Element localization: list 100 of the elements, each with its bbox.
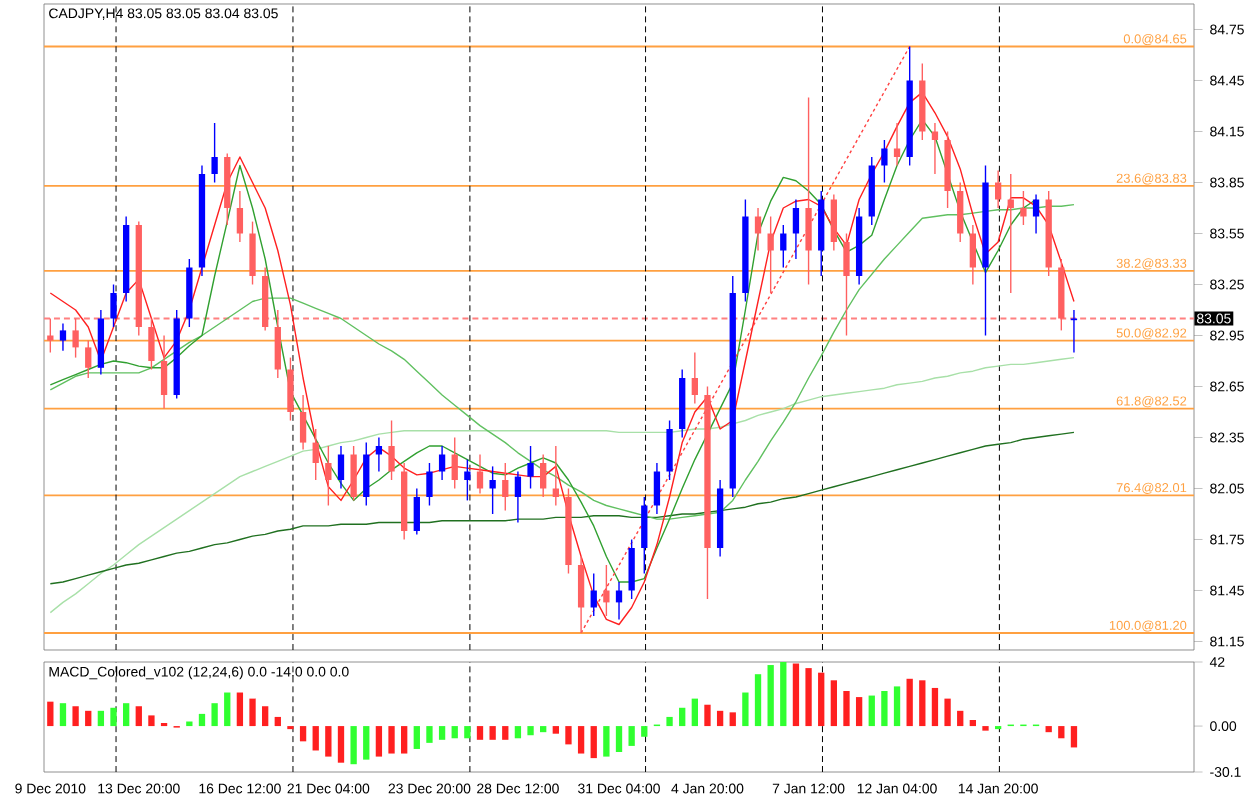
bar: [603, 726, 610, 757]
bar: [110, 707, 117, 727]
bar: [464, 726, 471, 739]
candlestick: [47, 317, 54, 354]
candlestick: [325, 445, 332, 507]
bar: [742, 692, 749, 727]
candlestick: [540, 453, 547, 498]
bar: [641, 726, 648, 737]
bar: [527, 726, 534, 736]
candlestick: [893, 122, 901, 167]
bar: [754, 674, 762, 727]
candlestick: [843, 232, 850, 337]
bar: [476, 726, 484, 740]
candlestick: [211, 122, 218, 184]
bar: [401, 726, 408, 754]
candlestick: [110, 283, 117, 328]
candlestick: [236, 190, 244, 243]
candlestick: [148, 317, 155, 371]
bar: [666, 716, 673, 727]
bar: [514, 726, 522, 739]
candlestick: [767, 215, 774, 294]
bar: [438, 726, 446, 740]
bar: [944, 698, 951, 727]
bar: [893, 686, 901, 727]
candlestick: [388, 419, 395, 481]
bar: [957, 710, 964, 727]
bar: [135, 706, 142, 727]
bar: [691, 698, 698, 727]
bar: [363, 726, 370, 760]
bar: [565, 726, 572, 745]
candlestick: [780, 224, 787, 269]
bar: [122, 703, 130, 727]
bar: [969, 719, 977, 727]
bar: [767, 665, 774, 727]
bar: [729, 712, 736, 727]
candlestick: [792, 198, 800, 260]
bar: [375, 726, 383, 757]
candlestick: [1020, 190, 1027, 226]
bar: [426, 726, 433, 743]
candlestick: [603, 564, 610, 617]
bar: [540, 726, 547, 733]
bar: [792, 663, 800, 727]
candlestick: [527, 445, 534, 490]
bar: [211, 703, 218, 727]
bar: [881, 690, 888, 727]
bar: [590, 726, 597, 759]
bar: [85, 710, 92, 727]
candlestick: [375, 436, 383, 473]
bar: [805, 668, 812, 727]
candlestick: [59, 322, 67, 352]
bar: [148, 715, 155, 727]
bar: [818, 672, 825, 727]
bar: [855, 697, 863, 727]
bar: [489, 726, 496, 740]
candlestick: [628, 538, 635, 600]
bar: [552, 726, 559, 734]
candlestick: [994, 169, 1002, 209]
bar: [577, 726, 585, 754]
bar: [679, 707, 686, 727]
candlestick: [312, 428, 319, 481]
bar: [72, 706, 79, 727]
bar: [97, 710, 105, 727]
bar: [388, 726, 395, 754]
candlestick: [85, 339, 92, 379]
bar: [413, 726, 420, 749]
bar: [236, 692, 244, 727]
candlestick: [577, 555, 585, 634]
candlestick: [287, 356, 294, 422]
bar: [312, 726, 319, 751]
bar: [628, 726, 635, 746]
bar: [615, 726, 623, 753]
candlestick: [502, 462, 509, 512]
bar: [337, 726, 345, 763]
bar: [198, 713, 206, 727]
bar: [502, 726, 509, 740]
candlestick: [969, 224, 977, 286]
bar: [59, 703, 67, 727]
candlestick: [957, 181, 964, 243]
candlestick: [274, 309, 281, 379]
candlestick: [514, 470, 522, 524]
bar: [1045, 726, 1052, 733]
candlestick: [691, 351, 698, 405]
bar: [919, 680, 926, 727]
candlestick: [641, 496, 648, 575]
bar: [931, 687, 939, 727]
candlestick: [451, 436, 458, 490]
bar: [350, 726, 357, 765]
bar: [906, 678, 913, 727]
candlestick: [476, 453, 484, 495]
candlestick: [363, 441, 370, 507]
bar: [274, 716, 281, 727]
candlestick: [805, 96, 812, 286]
bar: [843, 690, 850, 727]
bar: [704, 704, 711, 727]
candlestick: [350, 445, 357, 502]
candlestick: [1032, 193, 1040, 235]
candlestick: [489, 465, 496, 515]
bar: [325, 726, 332, 757]
candlestick: [337, 445, 345, 490]
bar: [1070, 726, 1078, 748]
